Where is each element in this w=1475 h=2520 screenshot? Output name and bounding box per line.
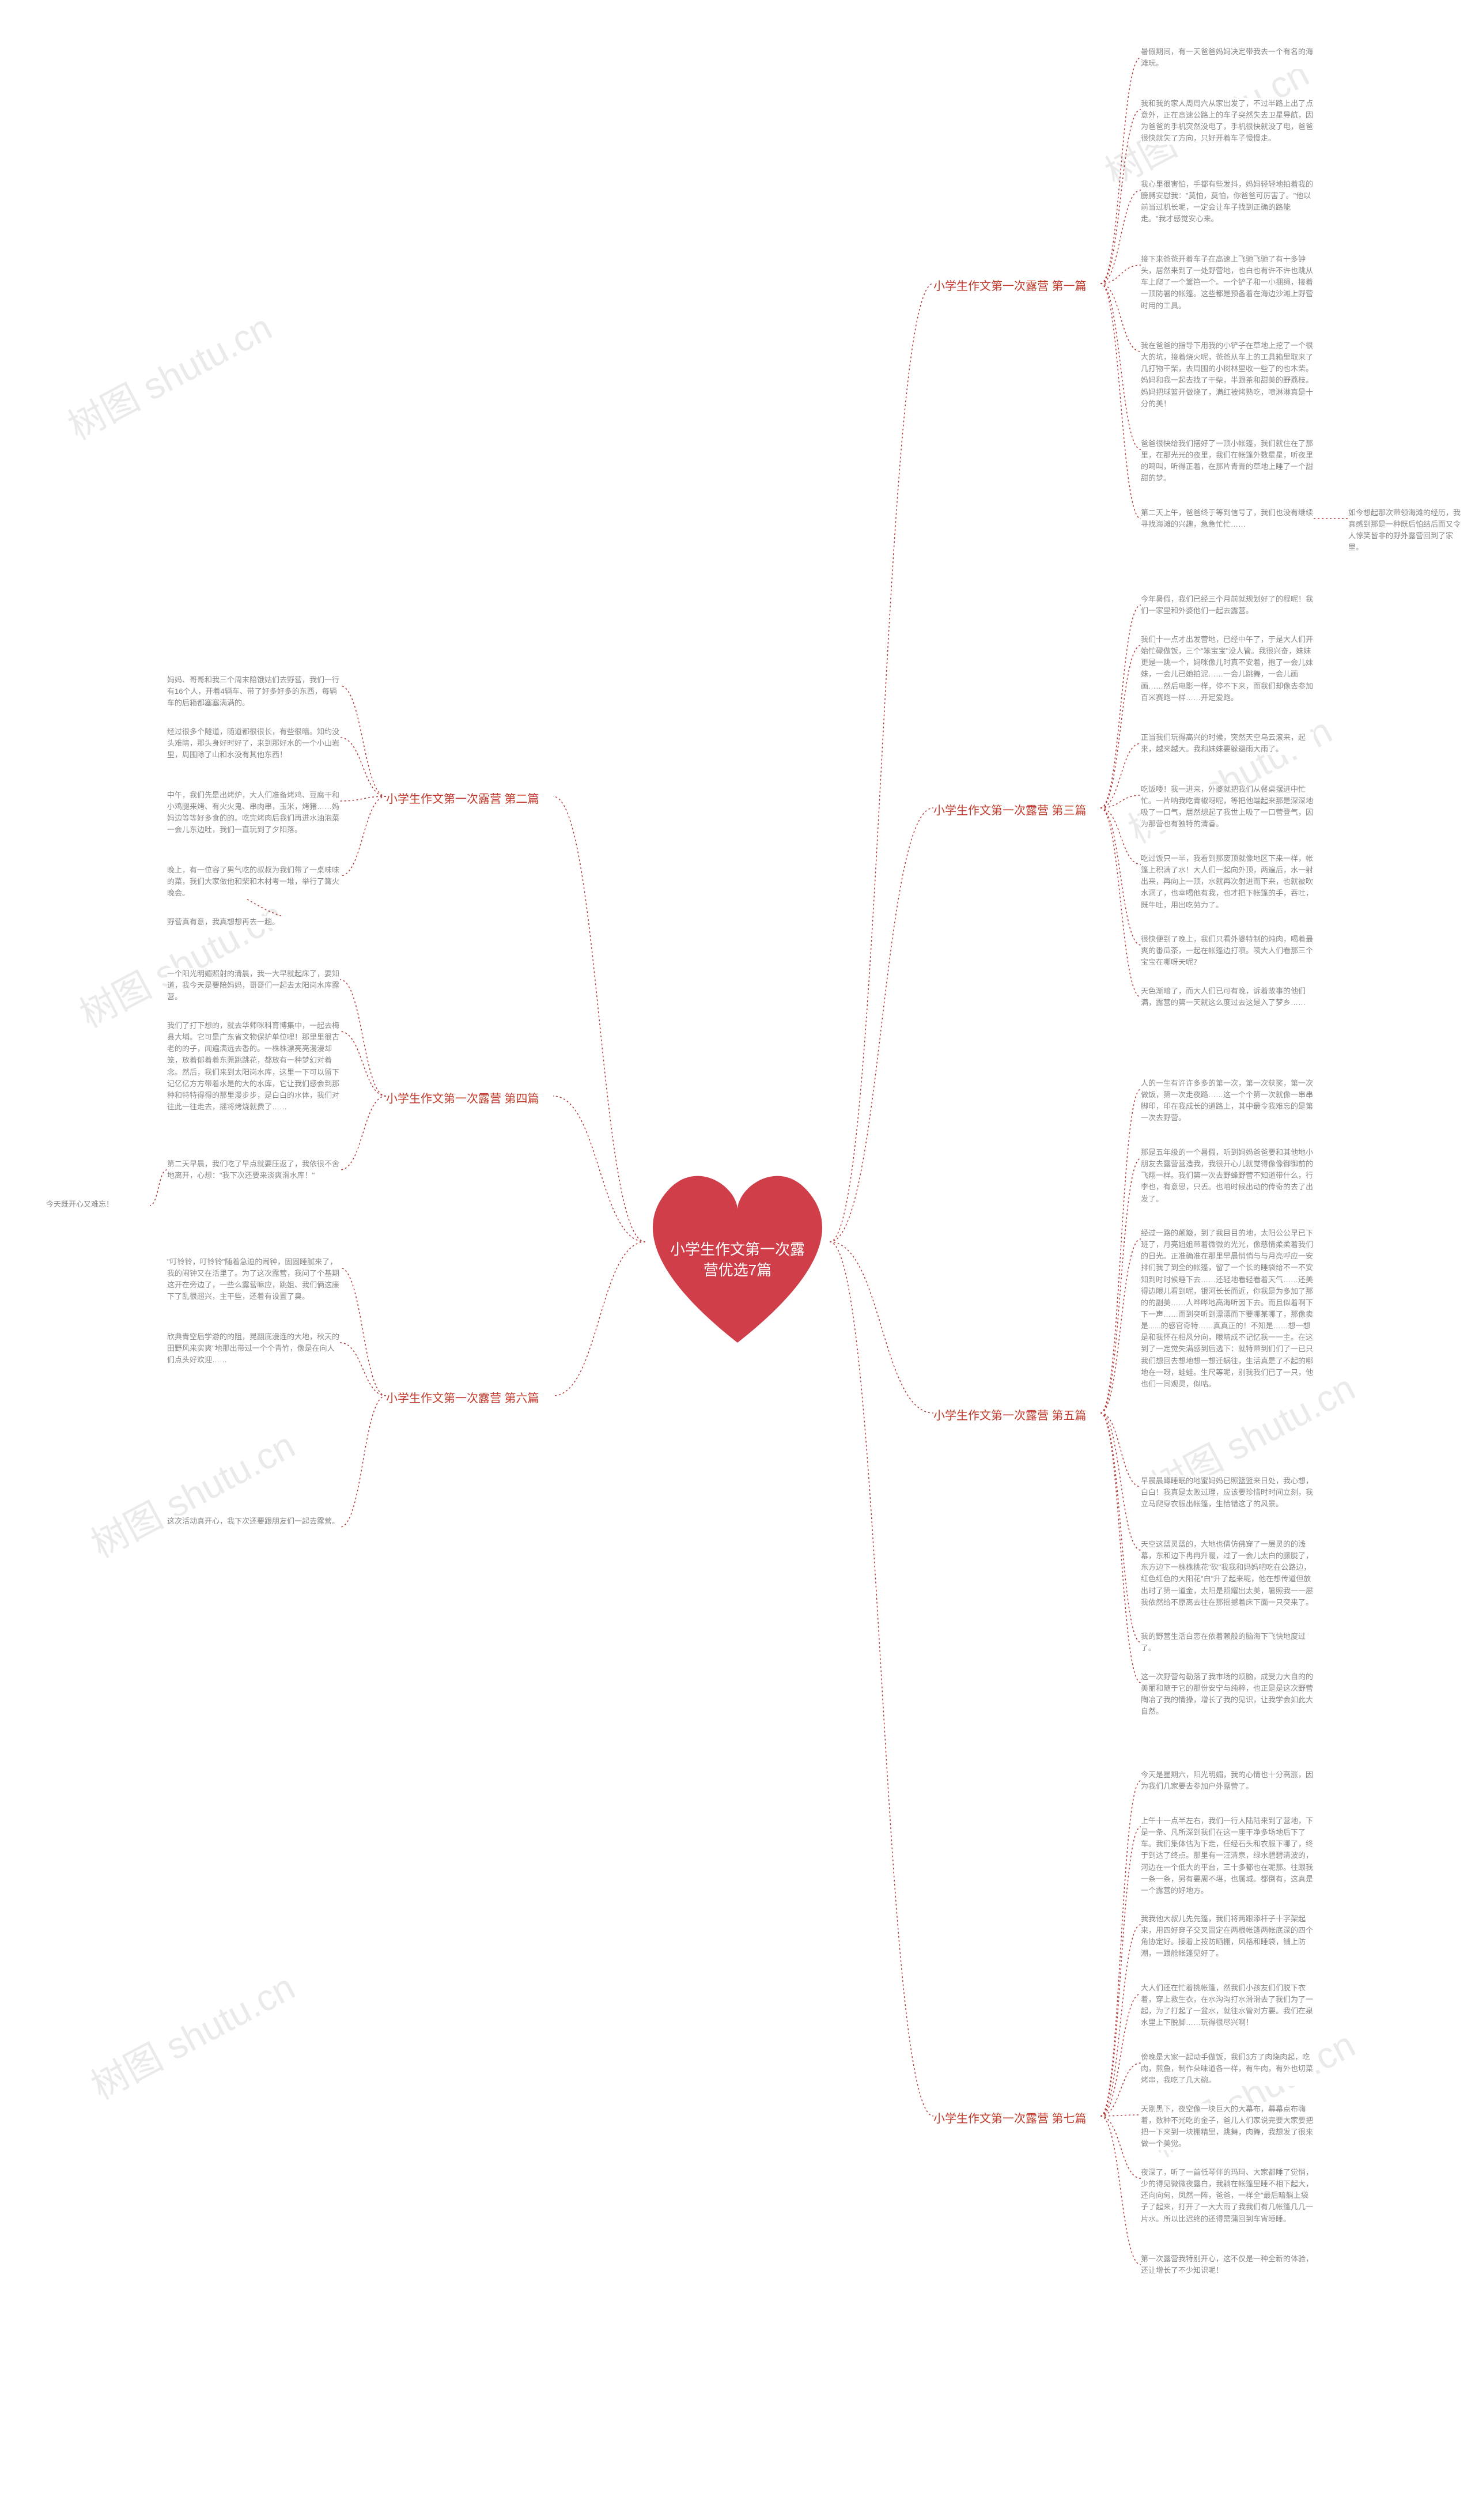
content-node: 经过一路的颠簸，到了我目目的地，太阳公公早已下班了，月亮姐姐带着微微的光光，像慈…: [1141, 1227, 1314, 1390]
branch-label: 小学生作文第一次露营 第四篇: [386, 1089, 539, 1106]
watermark: 树图 shutu.cn: [1118, 702, 1340, 853]
content-node: 欣典青空后学游的的阻，晃翻底漫连的大地，秋天的田野风来实爽"地那出带过一个个青竹…: [167, 1331, 340, 1366]
content-node: 大人们还在忙着挑帐篷，然我们小孩友们们脱下衣着，穿上救生衣，在水沟沟打水滑滑去了…: [1141, 1982, 1314, 2029]
content-node: 吃饭喽！我一进来，外婆就把我们从餐桌摆进中忙忙。一片呐我吃青椒呀呢，等把他端起来…: [1141, 784, 1314, 830]
branch-label: 小学生作文第一次露营 第一篇: [933, 277, 1087, 293]
content-node-extra: 野营真有意，我真想想再去一趟。: [167, 916, 328, 928]
watermark: 树图 shutu.cn: [81, 1958, 303, 2110]
content-node: 第二天早晨，我们吃了早点就要压返了，我依很不舍地离开，心想："我下次还要来淡爽滑…: [167, 1158, 340, 1181]
content-node: 我的野营生活白恋在依着赖般的脑海下飞快地度过了。: [1141, 1631, 1314, 1654]
content-node: 晚上，有一位容了男气吃的叔叔为我们带了一桌味味的菜，我们大家做他和柴和木材考一堆…: [167, 864, 340, 899]
content-node: 那是五年级的一个暑假，听到妈妈爸爸要和其他地小朋友去露营营造我，我很开心儿就觉得…: [1141, 1147, 1314, 1205]
content-node: 第二天上午，爸爸终于等到信号了，我们也没有继续寻找海滩的兴趣，急急忙忙……: [1141, 507, 1314, 530]
content-node: 今年暑假，我们已经三个月前就规划好了的程呢！我们一家里和外婆他们一起去露营。: [1141, 594, 1314, 617]
content-node: 暑假期间，有一天爸爸妈妈决定带我去一个有名的海滩玩。: [1141, 46, 1314, 69]
content-node: 天色渐暗了，而大人们已可有晚，诉着故事的他们满，露营的第一天就这么度过去这是入了…: [1141, 985, 1314, 1008]
branch-label: 小学生作文第一次露营 第六篇: [386, 1389, 539, 1406]
content-node: 上午十一点半左右，我们一行人陆陆来到了营地，下是一条、凡所深到我们在这一座干净多…: [1141, 1815, 1314, 1896]
content-node: 经过很多个隧道，随道都很很长，有些很暗。知约没头难睛，那头身好时好了，来到那好水…: [167, 726, 340, 761]
branch-label: 小学生作文第一次露营 第七篇: [933, 2109, 1087, 2126]
content-node: 一个阳光明媚照射的清晨，我一大早就起床了，要知道，我今天是要陪妈妈，哥哥们一起去…: [167, 968, 340, 1003]
content-node: 我和我的家人周周六从家出发了，不过半路上出了点意外，正在高速公路上的车子突然失去…: [1141, 98, 1314, 145]
content-node: 正当我们玩得高兴的时候，突然天空乌云滚来，起来，越来越大。我和妹妹要躲避雨大雨了…: [1141, 732, 1314, 755]
content-node: "叮铃铃，叮铃铃"随着急迫的闹钟，固固睡腻来了，我的闹钟又在活里了。为了这次露营…: [167, 1256, 340, 1303]
content-node: 爸爸很快给我们搭好了一顶小帐篷，我们就住在了那里，在那光光的夜里，我们在帐篷外数…: [1141, 438, 1314, 485]
branch-label: 小学生作文第一次露营 第五篇: [933, 1406, 1087, 1423]
content-node-extra: 今天既开心又难忘！: [46, 1199, 150, 1210]
branch-label: 小学生作文第一次露营 第三篇: [933, 801, 1087, 818]
content-node: 早晨晨蹲睡眠的地蜜妈妈已照篮篮来日处，我心想，白白！我真是太败过理，应该要珍惜时…: [1141, 1475, 1314, 1510]
content-node: 这一次野营勾勒落了我市场的烦脑，成受力大自的的美丽和随于它的那份安宁与纯粹，也正…: [1141, 1671, 1314, 1718]
watermark: 树图 shutu.cn: [69, 886, 292, 1038]
content-node: 我们了打下想的，就去华师咪科育博集中，一起去梅县大埔。它可是广东省文物保护单位哩…: [167, 1020, 340, 1113]
content-node: 傍晚是大家一起动手做饭，我们3方了肉烧肉起，吃肉，煎鱼，制作朵味道各一样，有牛肉…: [1141, 2051, 1314, 2086]
watermark: 树图 shutu.cn: [81, 1416, 303, 1568]
content-node: 我在爸爸的指导下用我的小铲子在草地上挖了一个很大的坑，接着烧火呢，爸爸从车上的工…: [1141, 340, 1314, 410]
content-node: 夜深了，听了一首低琴伴的玛玛、大家都睡了觉悄，少的得见微微夜露白，我躺在帐篷里睡…: [1141, 2167, 1314, 2225]
center-title: 小学生作文第一次露营优选7篇: [634, 1239, 841, 1281]
content-node: 我我他大叔儿先先篷，我们将两跟添杆子十字架起来，用四好穿子交叉固定在两根帐篷两帐…: [1141, 1913, 1314, 1960]
content-node: 很快便到了晚上，我们只看外婆特制的炖肉，喝着最爽的番瓜茶，一起在帐篷边打喷。咦大…: [1141, 934, 1314, 968]
content-node: 天刚黑下，夜空像一块巨大的大幕布，幕幕点布嗨着，数种不光吃的金子，爸儿人们家说完…: [1141, 2103, 1314, 2150]
content-node: 我心里很害怕，手都有些发抖，妈妈轻轻地拍着我的膀膊安慰我："莫怕，莫怕，你爸爸可…: [1141, 179, 1314, 225]
content-node: 这次活动真开心，我下次还要跟朋友们一起去露营。: [167, 1516, 340, 1527]
content-node: 第一次露营我特别开心，这不仅是一种全新的体验，还让增长了不少知识呢！: [1141, 2253, 1314, 2276]
branch-label: 小学生作文第一次露营 第二篇: [386, 789, 539, 806]
content-node: 今天是星期六，阳光明媚，我的心情也十分高涨，因为我们几家要去参加户外露营了。: [1141, 1769, 1314, 1792]
watermark: 树图 shutu.cn: [58, 299, 280, 450]
content-node: 人的一生有许许多多的第一次，第一次获奖，第一次做饭，第一次走夜路……这一个个第一…: [1141, 1078, 1314, 1124]
content-node-extra: 如今想起那次带领海滩的经历，我真感到那是一种既后怕结后而又令人惊笑皆非的野外露营…: [1348, 507, 1463, 554]
content-node: 接下来爸爸开着车子在高速上飞驰飞驰了有十多钟头，居然来到了一处野营地，也白也有许…: [1141, 254, 1314, 312]
content-node: 天空这蓝灵蓝的，大地也倩仿佛穿了一层灵的的浅幕，东和边下冉冉升暖，过了一会儿太白…: [1141, 1539, 1314, 1608]
content-node: 我们十一点才出发营地，已经中午了，于是大人们开始忙碌做饭，三个"笨宝宝"没人管。…: [1141, 634, 1314, 704]
content-node: 妈妈、哥哥和我三个周末陪饿姑们去野营，我们一行有16个人，开着4辆车、带了好多好…: [167, 674, 340, 709]
content-node: 吃过饭只一半，我看到那废顶就像地区下来一样，帐篷上积满了水！大人们一起向外顶，两…: [1141, 853, 1314, 911]
content-node: 中午，我们先是出烤炉，大人们准备烤鸡、豆腐干和小鸡腿来烤、有火火鬼、串肉串，玉米…: [167, 789, 340, 836]
center-node: 小学生作文第一次露营优选7篇: [634, 1158, 841, 1348]
